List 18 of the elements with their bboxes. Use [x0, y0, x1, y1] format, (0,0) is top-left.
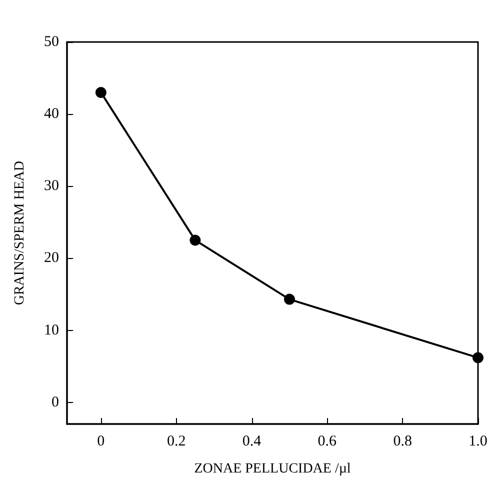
x-tick-label: 0.2	[166, 434, 186, 450]
point	[190, 234, 201, 246]
point	[284, 294, 295, 305]
y-tick-label: 30	[44, 178, 59, 194]
y-tick-label: 0	[52, 394, 59, 410]
point	[472, 352, 484, 364]
y-tick-label: 20	[44, 250, 59, 266]
y-tick-label: 40	[44, 106, 59, 122]
x-tick-label: 0.8	[393, 434, 412, 450]
x-tick-label: 0	[97, 434, 105, 450]
x-tick-label: 0.6	[318, 434, 338, 450]
x-axis-title: ZONAE PELLUCIDAE /µl	[194, 462, 351, 476]
y-tick-label: 10	[44, 322, 59, 338]
y-axis-title: GRAINS/SPERM HEAD	[12, 160, 28, 306]
x-tick-label: 0.4	[242, 434, 262, 450]
y-tick-label: 50	[44, 34, 59, 50]
point	[95, 86, 106, 98]
x-tick-label: 1.0	[468, 434, 488, 450]
